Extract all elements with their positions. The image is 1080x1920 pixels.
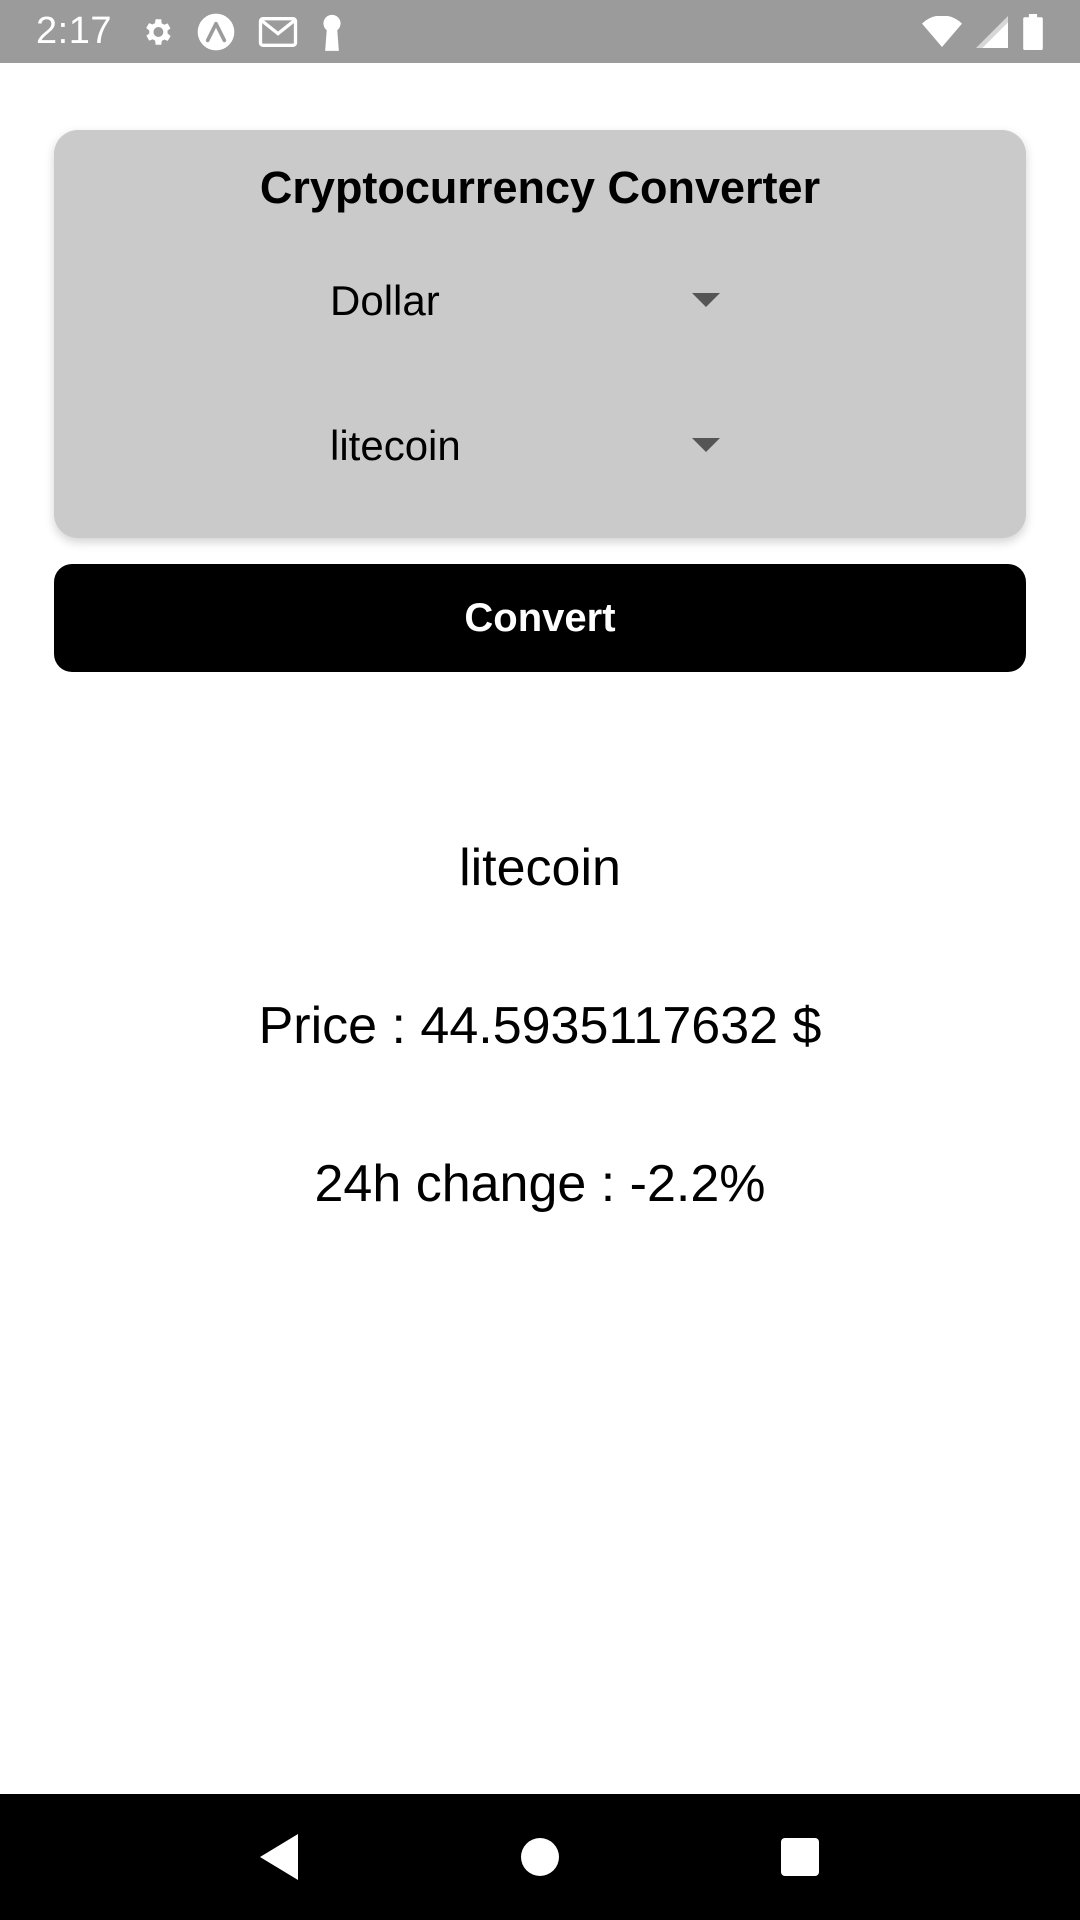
caret-down-icon (692, 293, 720, 307)
home-icon[interactable] (500, 1817, 580, 1897)
status-bar: 2:17 (0, 0, 1080, 63)
gmail-icon (258, 15, 298, 49)
expo-icon (196, 12, 236, 52)
crypto-select[interactable]: litecoin (330, 401, 730, 491)
status-time: 2:17 (36, 10, 112, 52)
card-title: Cryptocurrency Converter (259, 162, 821, 213)
recents-icon[interactable] (760, 1817, 840, 1897)
convert-button[interactable]: Convert (54, 564, 1026, 672)
keyhole-icon (320, 13, 344, 51)
result-change: 24h change : -2.2% (0, 1154, 1080, 1214)
wifi-icon (922, 15, 962, 48)
back-icon[interactable] (240, 1817, 320, 1897)
change-value: -2.2% (629, 1155, 766, 1213)
result-coin-name: litecoin (459, 839, 621, 897)
price-unit: $ (778, 997, 822, 1055)
status-icons-right (922, 13, 1044, 50)
navigation-bar (0, 1794, 1080, 1920)
result-price: Price : 44.5935117632 $ (0, 996, 1080, 1056)
caret-down-icon (692, 438, 720, 452)
gear-icon (140, 15, 174, 49)
battery-icon (1022, 13, 1044, 50)
change-label: 24h change : (314, 1155, 630, 1213)
price-label: Price : (258, 997, 421, 1055)
crypto-select-value: litecoin (330, 422, 461, 469)
status-icons-left (140, 12, 344, 52)
converter-card (54, 130, 1026, 538)
currency-select[interactable]: Dollar (330, 256, 730, 346)
currency-select-value: Dollar (330, 277, 440, 324)
signal-icon (976, 15, 1008, 48)
price-value: 44.5935117632 (420, 997, 779, 1055)
